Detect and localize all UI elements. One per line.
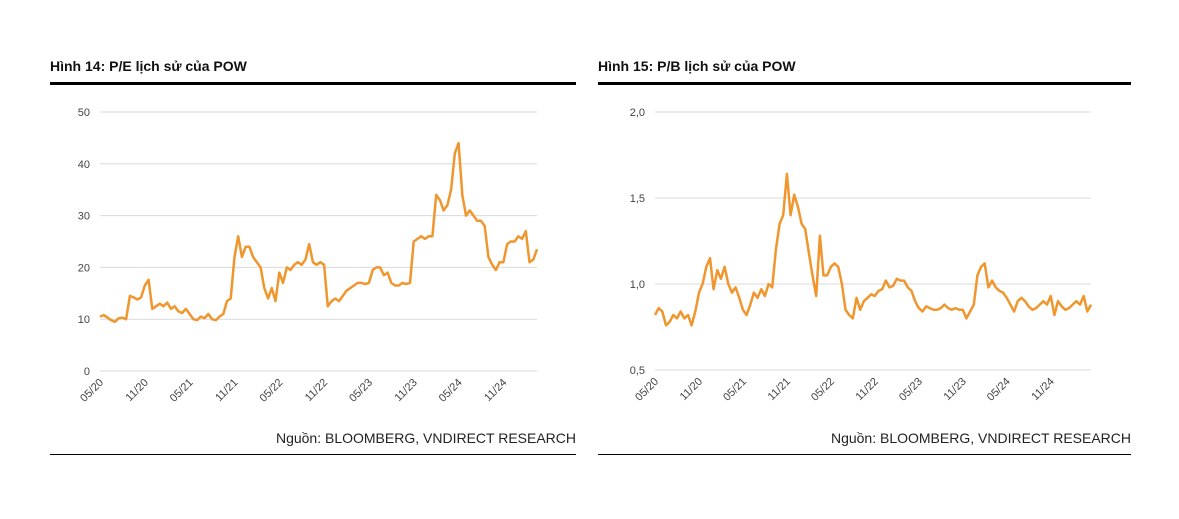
y-tick-label: 1,0: [630, 279, 645, 291]
source-note: Nguồn: BLOOMBERG, VNDIRECT RESEARCH: [276, 430, 576, 446]
x-tick-label: 05/23: [347, 377, 375, 405]
x-tick-label: 11/22: [303, 377, 330, 404]
footer-rule: [598, 454, 1131, 455]
x-tick-label: 11/21: [213, 377, 240, 404]
x-tick-label: 11/22: [854, 376, 881, 403]
x-tick-label: 05/21: [721, 376, 749, 404]
x-tick-label: 05/22: [809, 376, 837, 404]
y-tick-label: 50: [78, 107, 90, 119]
line-series: [653, 172, 1093, 327]
x-tick-label: 11/20: [678, 376, 705, 403]
y-tick-label: 0: [84, 366, 90, 378]
x-tick-label: 05/24: [437, 377, 465, 405]
x-tick-label: 11/20: [124, 377, 151, 404]
y-tick-label: 30: [78, 211, 90, 223]
x-tick-label: 11/24: [482, 377, 509, 404]
y-tick-label: 20: [78, 262, 90, 274]
y-tick-label: 2,0: [630, 107, 645, 119]
y-tick-label: 10: [78, 314, 90, 326]
y-tick-label: 1,5: [630, 193, 645, 205]
x-tick-label: 11/21: [766, 376, 793, 403]
x-tick-label: 05/21: [168, 377, 196, 405]
header-rule: [50, 82, 576, 85]
x-tick-label: 05/20: [633, 376, 661, 404]
source-note: Nguồn: BLOOMBERG, VNDIRECT RESEARCH: [831, 430, 1131, 446]
y-tick-label: 40: [78, 159, 90, 171]
chart-title: Hình 15: P/B lịch sử của POW: [598, 58, 796, 74]
x-tick-label: 11/23: [942, 376, 969, 403]
x-tick-label: 05/20: [78, 377, 106, 405]
x-tick-label: 05/24: [985, 376, 1013, 404]
x-tick-label: 11/23: [392, 377, 419, 404]
y-tick-label: 0,5: [630, 365, 645, 377]
chart-title: Hình 14: P/E lịch sử của POW: [50, 58, 248, 74]
x-tick-label: 05/22: [257, 377, 285, 405]
x-tick-label: 11/24: [1029, 376, 1056, 403]
x-tick-label: 05/23: [897, 376, 925, 404]
footer-rule: [50, 454, 576, 455]
line-series: [99, 141, 539, 324]
header-rule: [598, 82, 1131, 85]
